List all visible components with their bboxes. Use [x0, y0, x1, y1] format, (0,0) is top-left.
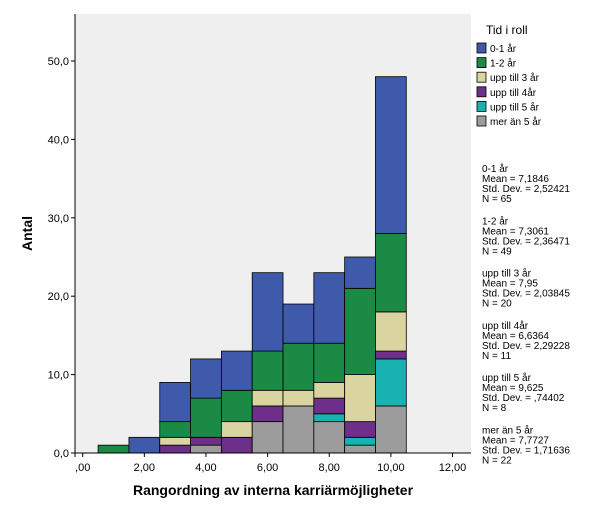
bar-segment	[313, 413, 346, 423]
legend-label: 0-1 år	[490, 43, 517, 55]
bar-segment	[251, 350, 284, 391]
bar-segment	[313, 382, 346, 399]
stats-line: N = 8	[482, 403, 507, 414]
stats-line: N = 22	[482, 456, 512, 467]
x-tick-label: 10,00	[377, 462, 405, 474]
bar-segment	[344, 287, 376, 375]
y-tick-label: 20,0	[48, 291, 69, 303]
bar-segment	[313, 421, 346, 454]
bar-segment	[190, 397, 222, 438]
bar-segment	[313, 397, 346, 415]
stats-line: Mean = 6,6364	[482, 331, 549, 342]
bar-segment	[344, 421, 376, 438]
bar-segment	[190, 436, 222, 446]
legend-label: 1-2 år	[490, 58, 517, 70]
bar-segment	[375, 350, 407, 360]
bar-segment	[313, 342, 346, 383]
legend-label: upp till 5 år	[490, 101, 540, 113]
bar-segment	[128, 436, 161, 454]
stats-line: Std. Dev. = 2,03845	[482, 289, 570, 300]
bars-layer	[97, 76, 407, 454]
legend: Tid i roll 0-1 år 1-2 år upp till 3 år upp …	[476, 23, 542, 128]
bar-segment	[375, 76, 407, 234]
stats-line: Std. Dev. = 2,36471	[482, 236, 570, 247]
y-axis-title: Antal	[19, 216, 35, 251]
bar-segment	[159, 421, 191, 438]
x-tick-label: ,00	[75, 462, 90, 474]
bar-segment	[159, 436, 191, 446]
stats-line: Std. Dev. = 2,52421	[482, 184, 570, 195]
legend-label: mer än 5 år	[490, 116, 542, 128]
legend-swatch	[476, 42, 487, 54]
stats-line: Std. Dev. = 1,71636	[482, 446, 570, 457]
stats-line: 1-2 år	[482, 215, 509, 227]
bar-segment	[282, 342, 315, 391]
bar-segment	[375, 405, 407, 454]
y-tick-label: 40,0	[48, 134, 69, 146]
y-tick-label: 30,0	[48, 213, 69, 225]
bar-segment	[313, 272, 346, 344]
bar-segment	[251, 405, 284, 423]
x-tick-label: 6,00	[257, 462, 278, 474]
stats-line: Mean = 7,95	[482, 279, 538, 290]
bar-segment	[190, 444, 222, 454]
bar-segment	[251, 389, 284, 407]
x-tick-label: 12,00	[439, 462, 467, 474]
stats-line: N = 11	[482, 351, 511, 362]
bar-segment	[159, 382, 191, 423]
stats-line: N = 20	[482, 299, 512, 310]
bar-segment	[344, 374, 376, 423]
stats-line: Mean = 7,1846	[482, 174, 549, 185]
stats-line: N = 65	[482, 194, 512, 205]
legend-title: Tid i roll	[486, 23, 528, 37]
bar-segment	[375, 311, 407, 352]
legend-label: upp till 4år	[490, 87, 537, 99]
bar-segment	[344, 256, 376, 289]
legend-label: upp till 3 år	[490, 72, 540, 84]
legend-swatch	[476, 71, 487, 83]
y-tick-label: 10,0	[48, 370, 69, 382]
stats-line: upp till 3 år	[482, 268, 532, 280]
bar-segment	[344, 436, 376, 446]
legend-swatch	[476, 101, 487, 112]
bar-segment	[220, 421, 253, 438]
legend-swatch	[476, 115, 487, 127]
bar-segment	[282, 405, 315, 454]
y-tick-label: 50,0	[48, 56, 69, 68]
x-tick-label: 2,00	[134, 462, 155, 474]
bar-segment	[282, 389, 315, 407]
bar-segment	[251, 272, 284, 352]
bar-segment	[375, 233, 407, 313]
stats-line: Mean = 9,625	[482, 383, 544, 394]
bar-segment	[251, 421, 284, 454]
bar-segment	[375, 358, 407, 407]
stats-line: N = 49	[482, 246, 512, 257]
x-tick-label: 4,00	[195, 462, 216, 474]
axes-layer: 0,0 10,0 20,0 30,0 40,0 50,0 ,00 2,00 4,00 6,00 8,…	[48, 14, 471, 474]
bar-segment	[220, 389, 253, 423]
legend-swatch	[476, 86, 487, 98]
stats-line: Mean = 7,3061	[482, 226, 549, 237]
bar-segment	[97, 444, 130, 454]
x-axis-title: Rangordning av interna karriärmöjlighete…	[133, 482, 414, 498]
stats-line: upp till 5 år	[482, 372, 532, 384]
bar-segment	[282, 303, 315, 344]
stats-line: mer än 5 år	[482, 425, 534, 437]
stats-line: upp till 4år	[482, 320, 529, 332]
stats-line: Std. Dev. = ,74402	[482, 393, 565, 404]
bar-segment	[220, 436, 253, 454]
bar-segment	[190, 358, 222, 399]
y-tick-label: 0,0	[54, 448, 69, 460]
stats-line: Std. Dev. = 2,29228	[482, 341, 570, 352]
legend-swatch	[476, 57, 487, 68]
stats-line: 0-1 år	[482, 163, 509, 175]
x-tick-label: 8,00	[319, 462, 340, 474]
stats-line: Mean = 7,7727	[482, 436, 549, 447]
bar-segment	[220, 350, 253, 391]
bar-segment	[159, 444, 191, 454]
bar-segment	[344, 444, 376, 454]
